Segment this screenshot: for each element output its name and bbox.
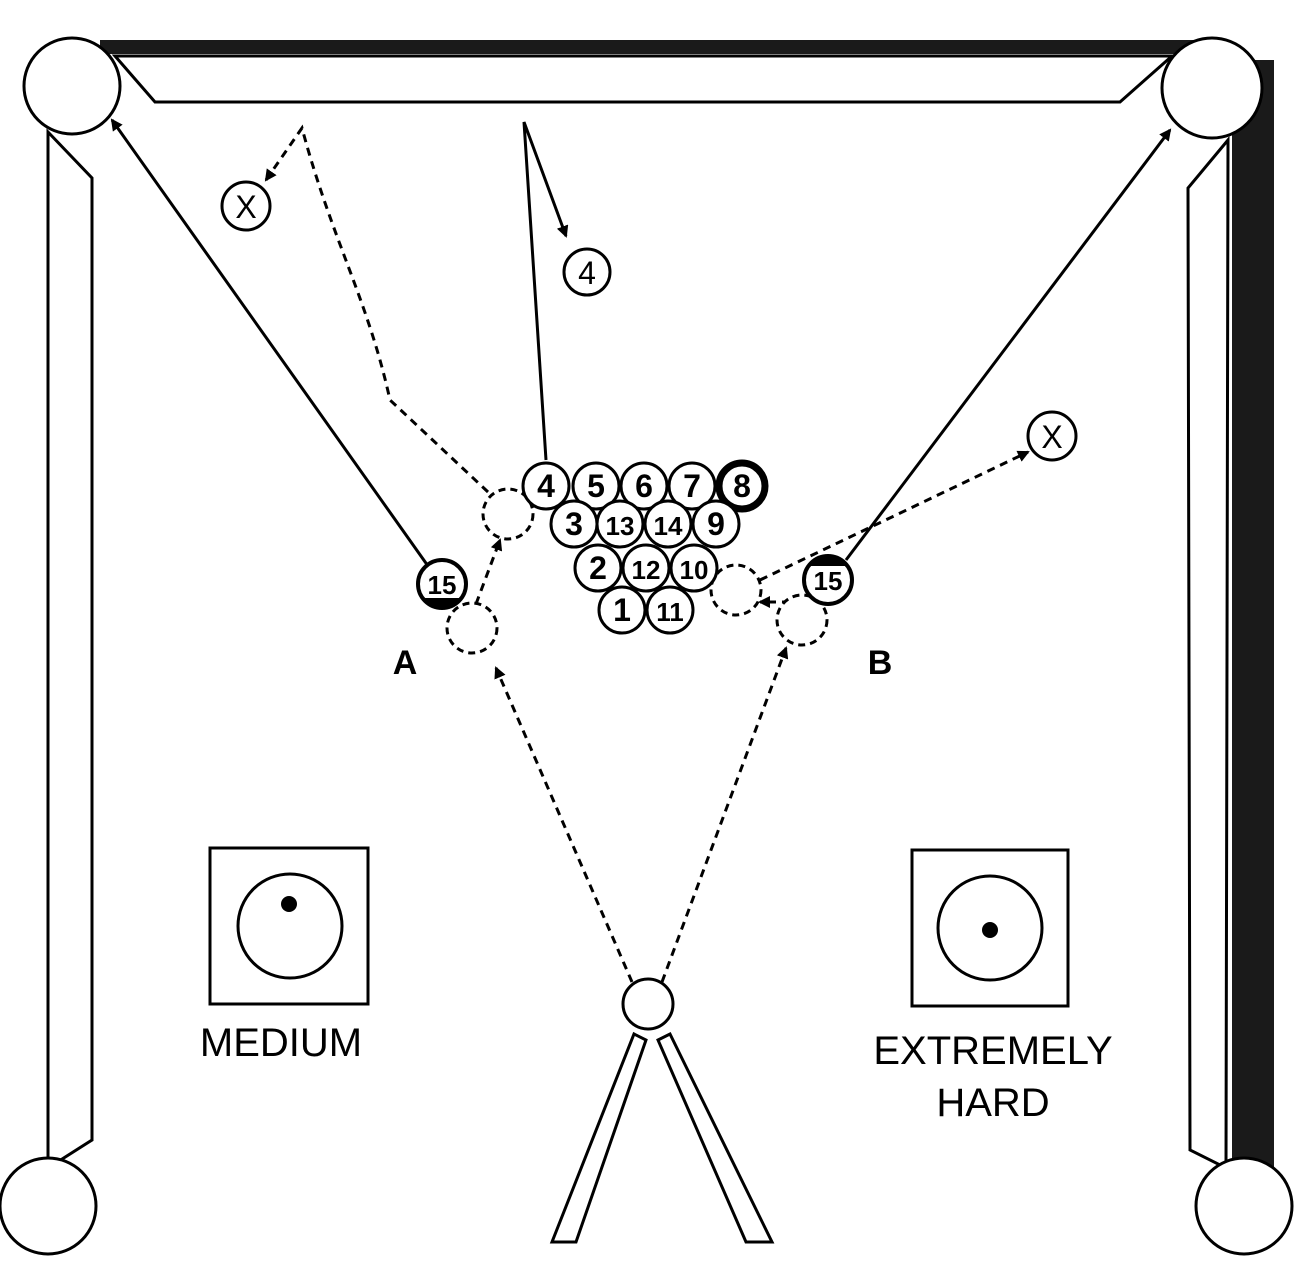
rack-ball-label: 11	[656, 597, 684, 627]
ghost-ball-a-rebound	[481, 487, 535, 541]
object-ball-paths	[110, 118, 1172, 567]
object-ball-15-b: 15	[802, 554, 854, 606]
rack-ball-13: 13	[595, 499, 645, 549]
object-ball-15-b-label: 15	[814, 566, 843, 596]
rack-ball-6: 6	[619, 461, 669, 511]
difficulty-label-extremely: EXTREMELY	[873, 1029, 1112, 1073]
cue-ball-end-right: X	[1026, 410, 1078, 462]
rack-ball-10: 10	[669, 543, 719, 593]
difficulty-label-medium: MEDIUM	[200, 1021, 362, 1065]
ghost-cue-balls	[445, 487, 829, 655]
rack-ball-label: 9	[707, 506, 725, 542]
pocket-bottom-right	[1194, 1156, 1294, 1256]
rack-ball-8: 8	[715, 459, 769, 513]
cue-path-a-deflect	[474, 538, 503, 605]
rack-ball-label: 12	[632, 555, 661, 585]
rack-ball-2: 2	[573, 543, 623, 593]
rack-ball-label: 10	[680, 555, 709, 585]
rack-ball-5: 5	[571, 461, 621, 511]
rack-ball-label: 3	[565, 506, 583, 542]
rack-ball-label: 13	[606, 511, 635, 541]
cue-ball-face-medium	[236, 872, 344, 980]
deflected-ball-4-label: 4	[578, 255, 596, 291]
right-cushion	[1186, 135, 1230, 1171]
cue-ball-end-left: X	[220, 180, 272, 232]
table-frame	[0, 36, 1294, 1256]
path-15a-to-top-left-pocket	[110, 118, 430, 567]
top-cushion	[111, 54, 1176, 104]
cue-ball-end-right-label: X	[1041, 419, 1062, 455]
cue-path-to-b	[660, 646, 789, 983]
right-rail-shadow	[1232, 60, 1274, 1210]
pocket-top-right	[1160, 36, 1264, 140]
rack-ball-label: 6	[635, 468, 653, 504]
tip-position-dot-medium	[281, 896, 297, 912]
deflected-ball-4: 4	[562, 247, 612, 297]
ghost-ball-b-contact	[775, 593, 829, 647]
path-4-ball	[522, 121, 569, 461]
left-cushion	[46, 128, 94, 1171]
rack-ball-4: 4	[521, 461, 571, 511]
object-ball-15-a: 15	[416, 558, 468, 610]
rack-ball-label: 2	[589, 550, 607, 586]
ghost-ball-b-rebound	[709, 563, 763, 617]
tip-position-dot-extremely-hard	[982, 922, 998, 938]
cue-sticks	[549, 1031, 775, 1244]
cue-path-to-a	[494, 666, 634, 983]
shot-label-a: A	[393, 644, 418, 682]
rack-ball-3: 3	[549, 499, 599, 549]
cue-stick-right	[656, 1031, 775, 1244]
pocket-bottom-left	[0, 1156, 98, 1256]
shot-label-b: B	[868, 644, 893, 682]
difficulty-label-hard: HARD	[936, 1081, 1049, 1125]
rack-ball-14: 14	[643, 499, 693, 549]
rack-ball-label: 14	[654, 511, 683, 541]
rack-ball-7: 7	[667, 461, 717, 511]
rack-ball-11: 11	[645, 585, 695, 635]
rack-ball-label: 5	[587, 468, 605, 504]
ghost-ball-a-contact	[445, 601, 499, 655]
rack-ball-label: 4	[537, 468, 555, 504]
cue-ball-end-left-label: X	[235, 189, 256, 225]
object-ball-15-a-label: 15	[428, 570, 457, 600]
rack-ball-label: 7	[683, 468, 701, 504]
cue-tip-medium	[208, 846, 370, 1006]
cue-ball	[621, 977, 675, 1031]
rack-ball-9: 9	[691, 499, 741, 549]
path-15b-to-top-right-pocket	[844, 128, 1172, 561]
rack-ball-label: 8	[733, 468, 751, 504]
cue-tip-extremely-hard	[910, 848, 1070, 1008]
ball-rack: 4 5 6 7 83 13 14 92 12 101 11	[521, 459, 769, 635]
rack-ball-label: 1	[613, 592, 631, 628]
pocket-top-left	[22, 36, 122, 136]
rack-ball-1: 1	[597, 585, 647, 635]
cue-path-b-to-x	[759, 450, 1030, 582]
top-rail-shadow	[100, 40, 1230, 54]
cue-stick-left	[549, 1031, 648, 1244]
rack-ball-12: 12	[621, 543, 671, 593]
cue-path-a-to-x	[264, 124, 490, 494]
